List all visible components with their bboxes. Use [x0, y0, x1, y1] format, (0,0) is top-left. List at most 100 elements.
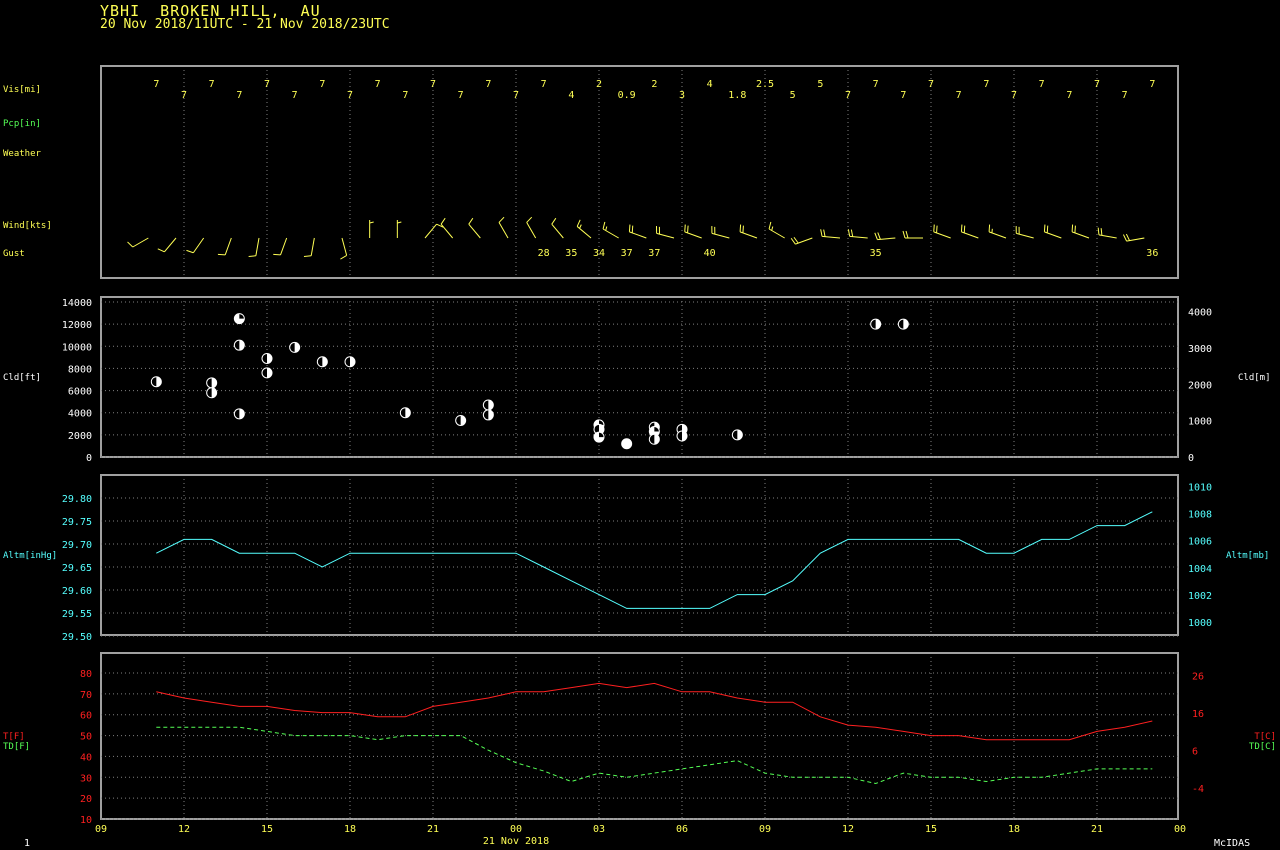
cloud-symbol [206, 377, 218, 389]
tick-label-cld-ft: 4000 [68, 409, 92, 420]
barb-staff [280, 237, 288, 256]
cloud-symbol [261, 352, 273, 364]
tick-label-altm-mb: 1004 [1188, 564, 1212, 575]
barb-feather [905, 230, 909, 239]
cloud-symbol [593, 423, 605, 435]
dewpoint-line [156, 726, 1153, 785]
cloud-symbol [233, 313, 245, 325]
axis-label-td-f: TD[F] [3, 742, 30, 752]
row-label-vis: Vis[mi] [3, 85, 41, 95]
cloud-symbol [150, 376, 162, 388]
cloud-symbol [261, 367, 273, 379]
wind-barb [248, 237, 260, 257]
vis-value: 7 [236, 90, 242, 101]
vis-value: 7 [873, 79, 879, 90]
barb-feather [602, 221, 606, 230]
vis-value: 7 [485, 79, 491, 90]
vis-value: 7 [956, 90, 962, 101]
cloud-fill [649, 426, 660, 437]
vis-value: 5 [790, 90, 796, 101]
cloud-fill [211, 377, 217, 388]
tick-label-altm-inhg: 29.65 [62, 563, 92, 574]
wind-barb [1043, 224, 1062, 239]
tick-label-altm-inhg: 29.80 [62, 494, 92, 505]
wind-barb [933, 224, 951, 239]
vis-value: 7 [209, 79, 215, 90]
wind-barb [960, 224, 979, 239]
tick-label-cld-ft: 12000 [62, 320, 92, 331]
tick-label-cld-m: 2000 [1188, 380, 1212, 391]
cloud-symbol [482, 399, 494, 411]
wind-barb [1015, 226, 1034, 239]
barb-feather [340, 254, 347, 260]
barb-feather [936, 225, 938, 233]
barb-feather [877, 232, 881, 240]
barb-feather [1046, 225, 1049, 233]
barb-feather [742, 225, 744, 233]
cloud-fill [239, 340, 245, 351]
vis-value: 7 [264, 79, 270, 90]
barb-staff [551, 223, 564, 239]
vis-value: 4 [707, 79, 713, 90]
barb-staff [440, 223, 454, 239]
barb-feather [933, 224, 935, 232]
cloud-symbol [648, 433, 660, 445]
tick-label-cld-ft: 14000 [62, 298, 92, 309]
cloud-fill [654, 434, 660, 445]
barb-staff [468, 223, 481, 239]
barb-staff [192, 237, 205, 254]
cloud-fill [234, 313, 245, 324]
wind-barb [1097, 227, 1117, 239]
tick-label-cld-m: 4000 [1188, 308, 1212, 319]
gust-value: 40 [704, 248, 716, 259]
x-tick-label: 18 [344, 824, 356, 835]
barb-staff [1126, 237, 1145, 242]
axis-label-altm-mb: Altm[mb] [1226, 551, 1269, 561]
tick-label-cld-m: 1000 [1188, 417, 1212, 428]
x-tick-label: 06 [676, 824, 688, 835]
wind-barb [396, 220, 402, 238]
barb-staff [310, 237, 315, 256]
vis-value: 7 [153, 79, 159, 90]
tick-label-cld-ft: 2000 [68, 431, 92, 442]
cloud-fill [350, 356, 355, 367]
barb-feather [1043, 224, 1046, 232]
barb-feather [248, 255, 256, 257]
barb-feather [960, 224, 963, 232]
wind-barb [440, 217, 454, 239]
vis-value: 4 [568, 90, 574, 101]
axis-label-cld-m: Cld[m] [1238, 373, 1271, 383]
barb-feather [526, 216, 533, 223]
barb-feather [440, 217, 446, 225]
tick-label-altm-inhg: 29.70 [62, 540, 92, 551]
cloud-fill [875, 319, 881, 330]
tick-label-cld-m: 0 [1188, 453, 1194, 464]
vis-value: 7 [845, 90, 851, 101]
barb-feather [468, 217, 474, 225]
cloud-fill [322, 356, 328, 367]
wind-barb [602, 221, 619, 239]
x-tick-label: 09 [95, 824, 107, 835]
cloud-symbol [621, 438, 633, 450]
tick-label-altm-mb: 1002 [1188, 591, 1212, 602]
cloud-fill [594, 432, 604, 443]
cloud-symbol [482, 409, 494, 421]
barb-feather [436, 223, 444, 228]
cloud-symbol [731, 429, 743, 441]
tick-label-altm-mb: 1008 [1188, 510, 1212, 521]
wind-barb [684, 224, 702, 239]
axis-label-altm-inhg: Altm[inHg] [3, 551, 57, 561]
row-label-gust: Gust [3, 249, 25, 259]
tick-label-temp-f: 10 [80, 815, 92, 826]
vis-value: 7 [375, 79, 381, 90]
tick-label-temp-f: 40 [80, 752, 92, 763]
panel-frame-4 [100, 652, 1179, 820]
barb-staff [224, 237, 232, 256]
barb-feather [963, 225, 966, 233]
barb-feather [303, 255, 312, 257]
axis-label-td-c: TD[C] [1249, 742, 1276, 752]
cloud-fill [267, 353, 272, 364]
tick-label-altm-inhg: 29.60 [62, 586, 92, 597]
panel-frame-1 [100, 65, 1179, 279]
wind-barb [902, 230, 923, 239]
